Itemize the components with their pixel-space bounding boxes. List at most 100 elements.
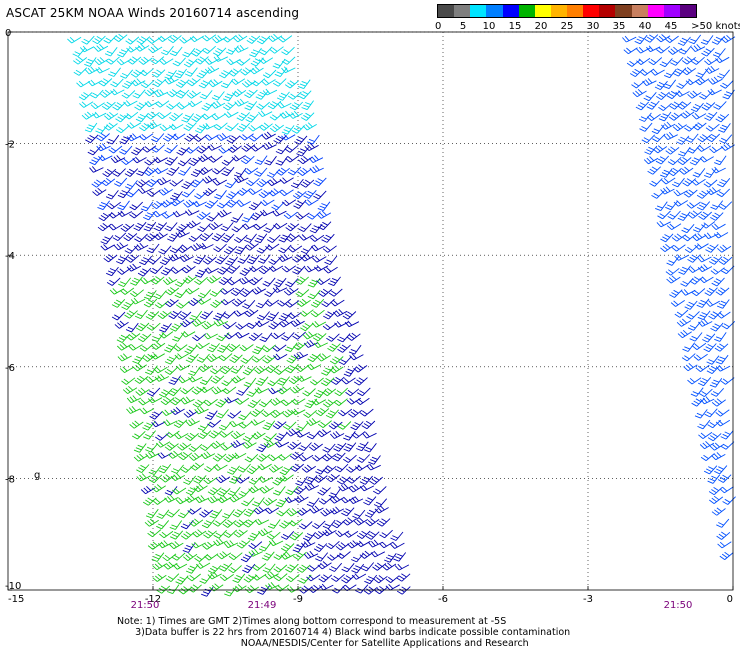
wind-barb xyxy=(166,166,180,176)
wind-barb xyxy=(308,584,323,593)
wind-barb xyxy=(310,234,325,242)
wind-barb xyxy=(117,210,133,217)
wind-barb xyxy=(333,398,348,406)
wind-barb xyxy=(343,367,357,377)
wind-barb xyxy=(357,387,371,397)
wind-barb xyxy=(344,320,360,328)
wind-barb xyxy=(334,387,349,397)
wind-barb xyxy=(694,243,709,250)
wind-barb xyxy=(162,553,177,562)
wind-barb xyxy=(311,398,327,406)
wind-barb xyxy=(110,78,124,88)
wind-barb xyxy=(176,364,191,371)
wind-barb xyxy=(622,35,637,43)
wind-barb xyxy=(250,408,265,417)
wind-barb xyxy=(236,540,251,549)
wind-barb xyxy=(688,34,702,45)
wind-barb xyxy=(341,507,355,517)
wind-barb xyxy=(272,344,287,352)
wind-barb xyxy=(168,375,182,385)
wind-barb xyxy=(634,34,648,45)
wind-barb xyxy=(228,68,243,77)
wind-barb xyxy=(351,563,365,574)
wind-barb xyxy=(180,330,196,338)
wind-barb xyxy=(217,209,232,218)
wind-barb xyxy=(247,531,261,541)
wind-barb xyxy=(716,531,731,540)
wind-barb xyxy=(635,101,650,111)
wind-barb xyxy=(278,244,292,254)
wind-barb xyxy=(202,34,217,42)
wind-barb xyxy=(643,156,659,165)
wind-barb xyxy=(273,367,288,375)
wind-barb xyxy=(207,495,222,504)
wind-barb xyxy=(87,146,101,156)
wind-barb xyxy=(191,318,206,327)
wind-barb xyxy=(230,287,245,296)
wind-barb xyxy=(390,542,405,549)
wind-barb xyxy=(239,344,254,352)
wind-barb xyxy=(323,266,338,274)
wind-barb xyxy=(222,519,237,528)
wind-barb xyxy=(720,34,736,43)
wind-barb xyxy=(169,112,183,122)
wind-barb xyxy=(678,45,692,55)
wind-barb xyxy=(267,519,281,529)
wind-barb xyxy=(315,408,330,417)
wind-barb xyxy=(236,122,251,132)
wind-barb xyxy=(99,89,114,98)
legend-swatch xyxy=(663,5,680,17)
wind-barb xyxy=(372,562,387,571)
wind-barb xyxy=(243,377,257,388)
wind-barb xyxy=(304,199,319,206)
wind-barb xyxy=(167,232,181,242)
wind-barb xyxy=(199,574,213,584)
wind-barb xyxy=(681,224,695,234)
wind-barb xyxy=(270,409,285,418)
wind-barb xyxy=(242,563,256,574)
wind-barb xyxy=(363,496,377,506)
wind-barb xyxy=(217,343,230,353)
wind-barb xyxy=(132,156,147,164)
wind-barb xyxy=(252,563,267,571)
wind-barb xyxy=(715,354,729,365)
wind-barb xyxy=(121,90,136,99)
wind-barb xyxy=(336,476,351,485)
wind-barb xyxy=(191,48,205,57)
wind-barb xyxy=(235,397,250,405)
wind-barb xyxy=(136,464,150,473)
wind-barb xyxy=(135,179,150,188)
wind-barb xyxy=(207,487,222,496)
wind-barb xyxy=(273,277,287,288)
wind-barb xyxy=(263,439,278,448)
wind-barb xyxy=(288,110,303,119)
wind-barb xyxy=(277,453,292,461)
wind-barb xyxy=(196,298,212,305)
legend-swatch xyxy=(486,5,503,17)
wind-barb xyxy=(318,574,333,583)
wind-barb xyxy=(146,322,161,331)
wind-barb xyxy=(684,300,698,310)
wind-barb xyxy=(109,288,125,295)
wind-barb xyxy=(229,474,242,484)
wind-barb xyxy=(169,46,183,57)
wind-barb xyxy=(112,232,127,241)
wind-barb xyxy=(213,311,226,321)
wind-barb xyxy=(188,157,202,166)
wind-barb xyxy=(379,529,393,539)
wind-barb xyxy=(312,256,327,263)
x-tick-label: -9 xyxy=(293,594,303,605)
wind-barb xyxy=(327,553,342,561)
wind-barb xyxy=(213,243,227,253)
wind-barb xyxy=(268,464,284,473)
wind-barb xyxy=(687,266,703,273)
wind-barb xyxy=(322,443,336,453)
wind-barb xyxy=(258,476,273,483)
wind-barb xyxy=(649,178,663,187)
wind-barb xyxy=(266,531,281,540)
wind-barbs xyxy=(67,33,736,597)
wind-barb xyxy=(240,155,255,165)
wind-barb xyxy=(670,300,685,307)
wind-barb xyxy=(149,410,163,420)
wind-barb xyxy=(193,475,207,484)
